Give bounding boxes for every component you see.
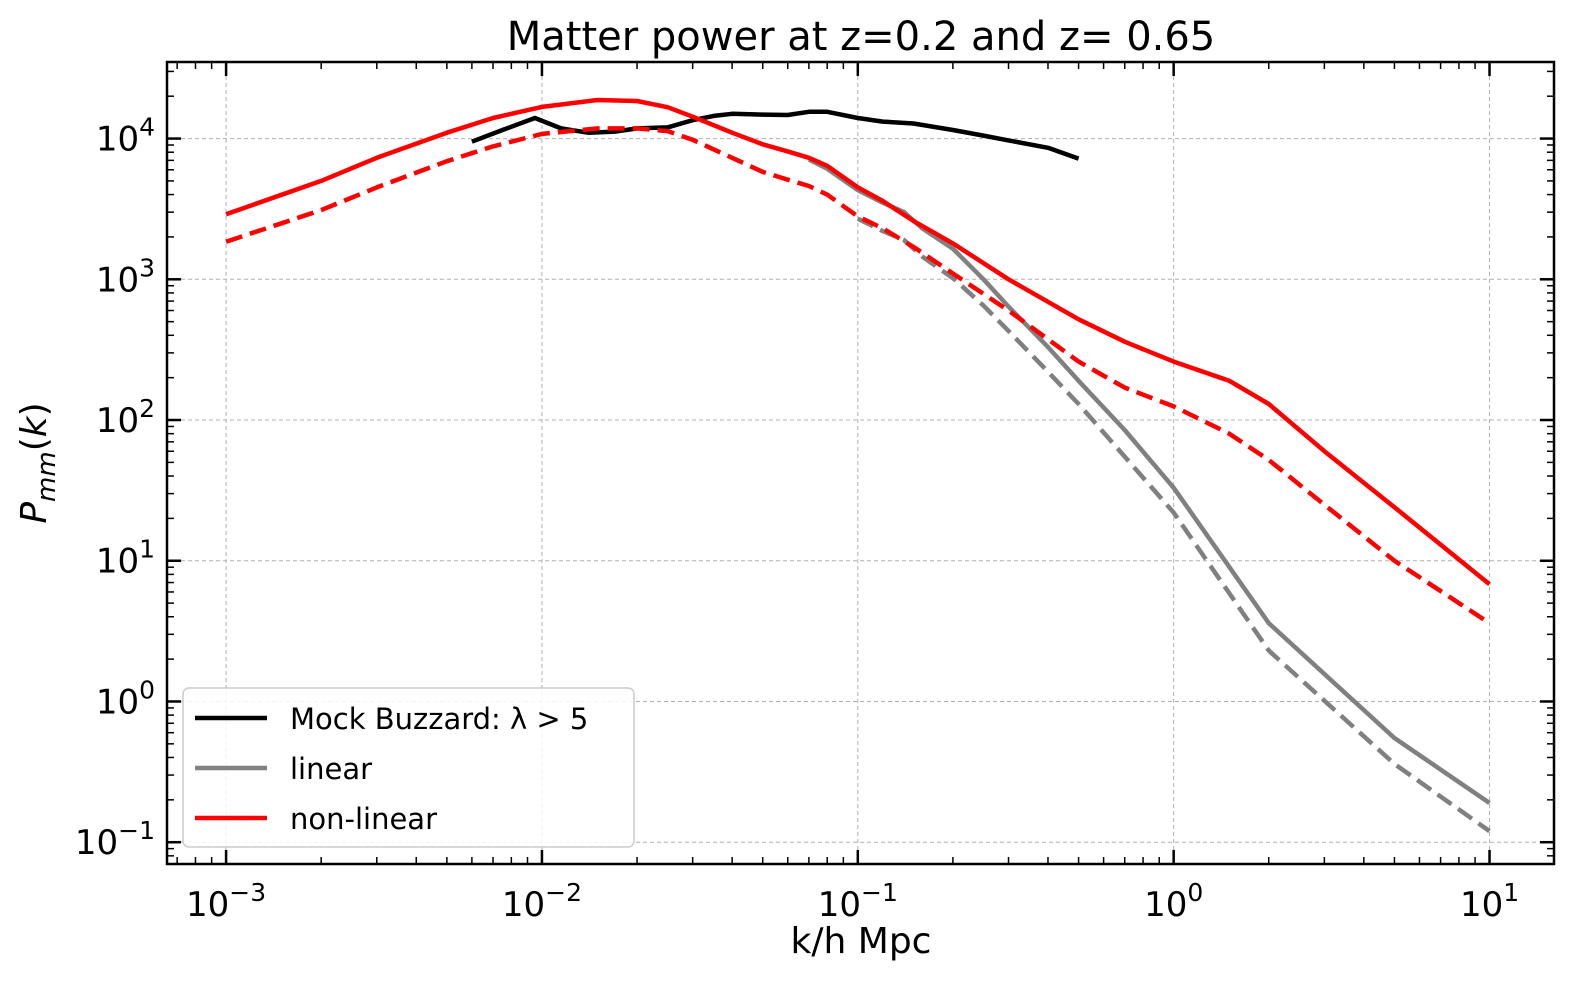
plot-frame [165, 60, 1556, 866]
legend-label-linear: linear [290, 752, 372, 786]
x-tick-label: 101 [1460, 878, 1519, 925]
x-tick-label: 10−2 [502, 878, 582, 925]
series-line-mock-buzzard [471, 109, 1080, 161]
series-line-nonlinear-solid [225, 97, 1491, 587]
x-tick-label: 10−1 [818, 878, 898, 925]
y-axis-label: Pmm(k) [14, 402, 62, 523]
legend-label-mock-buzzard: Mock Buzzard: λ > 5 [290, 702, 588, 736]
y-tick-label: 104 [96, 113, 155, 160]
y-tick-labels: 10−1 100 101 102 103 104 [75, 113, 155, 864]
y-tick-label: 100 [96, 675, 155, 722]
x-tick-labels: 10−3 10−2 10−1 100 101 [186, 878, 1519, 925]
major-ticks [167, 62, 1554, 864]
y-tick-label: 101 [96, 535, 155, 582]
series-layer [225, 97, 1491, 833]
x-tick-label: 10−3 [186, 878, 266, 925]
x-axis-label: k/h Mpc [791, 921, 932, 962]
legend: Mock Buzzard: λ > 5 linear non-linear [182, 687, 635, 848]
y-tick-label: 102 [96, 394, 155, 441]
y-tick-label: 10−1 [75, 816, 155, 863]
y-tick-label: 103 [96, 253, 155, 300]
series-line-nonlinear-dashed [225, 126, 1491, 626]
chart-title: Matter power at z=0.2 and z= 0.65 [507, 14, 1216, 60]
legend-box [182, 687, 635, 848]
series-line-linear-solid [807, 157, 1491, 805]
legend-label-non-linear: non-linear [290, 802, 437, 836]
x-tick-label: 100 [1144, 878, 1203, 925]
